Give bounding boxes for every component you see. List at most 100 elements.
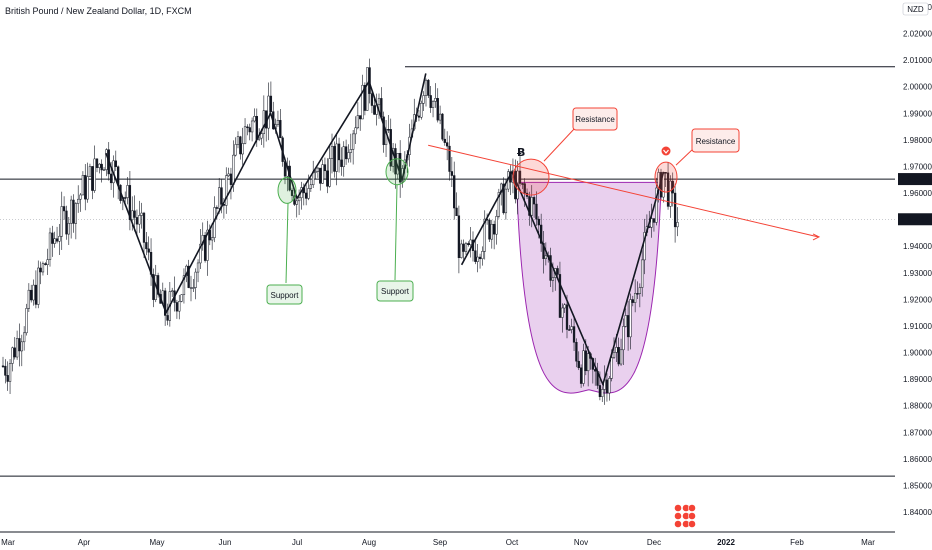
candle-body — [279, 120, 282, 139]
candle-body — [319, 167, 322, 184]
candle-body — [62, 206, 66, 212]
currency-badge-box[interactable] — [902, 2, 929, 16]
candle-body — [474, 250, 477, 262]
price-tick-label: 1.92000 — [903, 295, 932, 304]
candle-body — [236, 136, 240, 145]
candle-body — [182, 275, 186, 295]
cup-shape — [516, 181, 662, 394]
support-2-leader — [394, 184, 398, 281]
currency-badge-label: NZD — [907, 5, 924, 14]
candle-body — [521, 183, 524, 185]
candle-body — [246, 126, 249, 129]
candle-body — [453, 175, 456, 209]
candle-body — [436, 98, 439, 121]
candle-body — [497, 192, 501, 217]
candle-body — [622, 326, 625, 351]
candle-body — [373, 105, 376, 115]
candle-body — [422, 95, 425, 104]
candle-body — [67, 222, 70, 235]
zigzag-line-2 — [460, 169, 665, 387]
price-marker-label: 1.95014 — [901, 215, 930, 224]
candle-body — [342, 146, 345, 167]
resistance-2-leader — [675, 147, 695, 166]
candle-body — [194, 271, 197, 288]
candle-body — [133, 210, 136, 218]
candle-body — [641, 259, 644, 288]
candle-body — [84, 175, 87, 200]
candle-body — [126, 185, 129, 198]
events-icon[interactable] — [674, 504, 696, 528]
candle-body — [382, 116, 385, 145]
candle-body — [100, 163, 103, 171]
candle-body — [535, 203, 538, 220]
candle-body — [276, 120, 280, 125]
candle-body — [142, 212, 146, 243]
candle-body — [156, 275, 160, 295]
candle-body — [344, 146, 348, 160]
candle-body — [434, 98, 437, 102]
candle-body — [584, 350, 587, 372]
resistance-1-leader — [543, 127, 576, 162]
time-tick-label: May — [149, 538, 164, 547]
resistance-1-box[interactable] — [572, 107, 618, 131]
candle-body — [523, 183, 526, 194]
candle-body — [443, 138, 446, 143]
candle-body — [673, 192, 677, 228]
candle-body — [349, 149, 352, 153]
candle-body — [46, 259, 49, 265]
price-tick-label: 2.00000 — [903, 83, 932, 92]
candle-body — [44, 263, 47, 265]
candle-body — [666, 172, 670, 207]
candle-body — [636, 293, 639, 295]
candle-body — [575, 342, 578, 362]
candle-body — [152, 274, 155, 300]
support-1-box[interactable] — [266, 284, 303, 305]
candle-body — [267, 95, 270, 129]
price-markers: 1.96526 1.95014 — [898, 173, 932, 226]
price-tick-label: 1.96000 — [903, 189, 932, 198]
candle-body — [652, 218, 656, 223]
cup-pattern — [516, 181, 662, 394]
price-tick-label: 1.89000 — [903, 375, 932, 384]
candle-body — [206, 229, 209, 261]
time-tick-label: Dec — [647, 538, 661, 547]
candle-body — [612, 352, 616, 358]
candle-body — [248, 127, 251, 133]
time-tick-label: Jun — [219, 538, 232, 547]
time-tick-label: Feb — [790, 538, 804, 547]
bitcoin-icon[interactable]: Ƀ — [517, 146, 525, 159]
down-arrow-icon[interactable] — [661, 146, 671, 156]
support-1-label: Support — [270, 291, 299, 300]
currency-badge[interactable]: NZD — [902, 2, 929, 16]
candle-body — [495, 216, 498, 235]
candle-body — [361, 84, 364, 120]
candle-body — [330, 146, 334, 159]
candle-body — [192, 287, 195, 289]
candle-body — [58, 235, 61, 242]
candle-body — [565, 304, 569, 330]
candle-body — [269, 95, 273, 112]
candle-body — [420, 102, 423, 118]
candle-body — [664, 172, 667, 174]
candle-body — [4, 365, 7, 376]
candle-body — [187, 265, 190, 288]
candle-body — [579, 367, 583, 384]
candle-body — [610, 357, 613, 379]
candle-body — [37, 267, 40, 305]
candle-body — [243, 126, 247, 144]
price-tick-label: 1.88000 — [903, 402, 932, 411]
candle-body — [462, 243, 465, 252]
candle-body — [617, 347, 620, 365]
candle-body — [131, 210, 134, 220]
resistance-2-box[interactable] — [691, 128, 740, 153]
support-2-box[interactable] — [376, 280, 414, 302]
candle-body — [563, 304, 566, 309]
candle-body — [225, 175, 228, 206]
candle-body — [241, 143, 244, 155]
candle-body — [605, 379, 609, 394]
candles — [1, 58, 679, 405]
candle-body — [316, 167, 320, 172]
support-1-leader — [285, 203, 289, 284]
candle-body — [551, 277, 555, 281]
